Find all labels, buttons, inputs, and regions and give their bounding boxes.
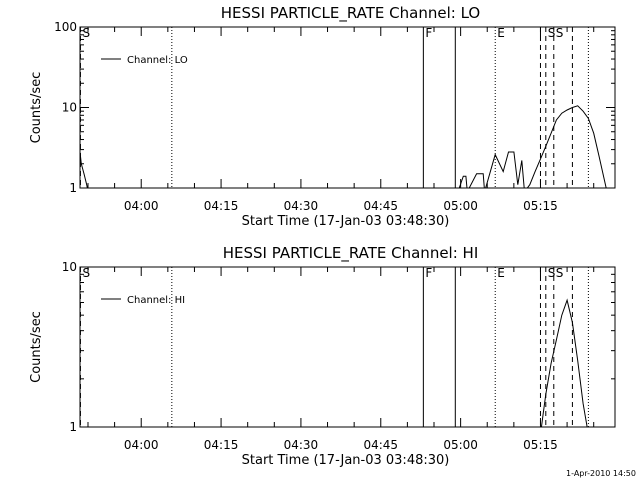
- event-marker-label: S: [556, 26, 564, 40]
- event-marker-label: E: [497, 26, 505, 40]
- event-marker-label: E: [497, 266, 505, 280]
- x-tick-label: 04:15: [204, 199, 239, 213]
- y-tick-label: 1: [69, 420, 77, 434]
- chart-title: HESSI PARTICLE_RATE Channel: LO: [221, 4, 480, 23]
- legend-label: Channel: HI: [127, 295, 185, 306]
- plot-frame: [79, 26, 616, 189]
- series-line: [80, 105, 607, 188]
- chart-panel-1: HESSI PARTICLE_RATE Channel: HI 04:00 04:1…: [29, 244, 616, 468]
- x-axis-label: Start Time (17-Jan-03 03:48:30): [242, 214, 450, 229]
- x-tick-label: 04:00: [124, 199, 159, 213]
- y-tick-label: 10: [62, 260, 77, 274]
- x-tick-label: 05:15: [523, 199, 558, 213]
- event-marker-label: S: [82, 266, 90, 280]
- x-tick-label: 05:00: [443, 199, 478, 213]
- event-marker-label: F: [425, 266, 432, 280]
- x-tick-label: 04:15: [204, 438, 239, 452]
- event-marker-label: S: [548, 26, 556, 40]
- x-tick-label: 04:45: [363, 438, 398, 452]
- legend-label: Channel: LO: [127, 55, 188, 66]
- chart-title: HESSI PARTICLE_RATE Channel: HI: [223, 244, 479, 263]
- x-tick-label: 05:15: [523, 438, 558, 452]
- x-tick-label: 04:45: [363, 199, 398, 213]
- x-tick-label: 05:00: [443, 438, 478, 452]
- event-marker-label: S: [548, 266, 556, 280]
- x-tick-label: 04:00: [124, 438, 159, 452]
- plot-frame: [79, 266, 616, 428]
- event-marker-label: S: [82, 26, 90, 40]
- x-axis-label: Start Time (17-Jan-03 03:48:30): [242, 453, 450, 468]
- y-axis-label: Counts/sec: [29, 311, 44, 383]
- x-tick-label: 04:30: [284, 199, 319, 213]
- event-marker-label: F: [425, 26, 432, 40]
- y-tick-label: 1: [69, 181, 77, 195]
- event-marker-label: S: [556, 266, 564, 280]
- series-line: [540, 298, 588, 427]
- chart-panel-0: HESSI PARTICLE_RATE Channel: LO 04:00 04:1…: [29, 4, 616, 229]
- y-tick-label: 100: [54, 20, 77, 34]
- y-tick-label: 10: [62, 101, 77, 115]
- x-tick-label: 04:30: [284, 438, 319, 452]
- timestamp-label: 1-Apr-2010 14:50: [566, 469, 636, 478]
- y-axis-label: Counts/sec: [29, 72, 44, 144]
